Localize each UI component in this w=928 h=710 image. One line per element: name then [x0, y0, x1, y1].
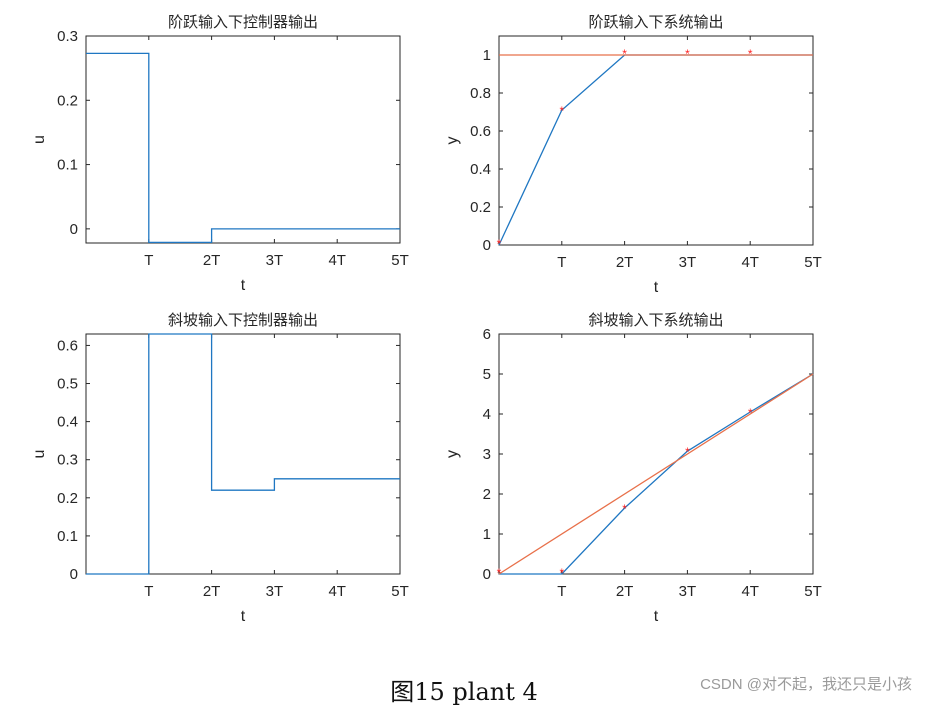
y-axis-label: u: [31, 135, 48, 144]
figure-caption: 图15 plant 4: [390, 678, 538, 706]
x-axis-label: t: [241, 277, 246, 294]
y-tick-label: 0.2: [470, 199, 491, 216]
x-axis-label: t: [241, 608, 246, 625]
y-tick-label: 0.3: [57, 28, 78, 45]
axes-frame: [498, 333, 814, 575]
x-tick-label: 5T: [391, 252, 409, 269]
y-tick-label: 0.2: [57, 490, 78, 507]
y-tick-label: 0: [70, 221, 78, 238]
series-line-blue: [86, 52, 400, 244]
x-tick-label: 4T: [741, 254, 759, 271]
x-tick-label: 3T: [679, 583, 697, 600]
plot-step-system-output: 阶跃输入下系统输出 T 2T 3T 4T 5T 0 0.2 0.4 0.6 0.8 1 t y * * * * *: [444, 13, 822, 296]
y-tick-label: 0.3: [57, 452, 78, 469]
x-tick-label: 2T: [203, 252, 221, 269]
y-tick-label: 5: [483, 366, 491, 383]
series-line-orange: [498, 373, 814, 575]
data-point-marker: *: [685, 47, 690, 61]
y-tick-label: 0: [483, 566, 491, 583]
data-point-marker: *: [685, 445, 690, 459]
chart-title: 斜坡输入下系统输出: [588, 311, 723, 329]
x-tick-label: 3T: [266, 252, 284, 269]
x-tick-label: 5T: [804, 583, 822, 600]
y-tick-label: 6: [483, 326, 491, 343]
x-axis-label: t: [654, 608, 659, 625]
y-tick-label: 0.8: [470, 85, 491, 102]
x-tick-label: T: [144, 252, 153, 269]
axes-frame: [498, 35, 814, 246]
y-tick-label: 0.5: [57, 376, 78, 393]
x-axis-label: t: [654, 279, 659, 296]
x-tick-label: 2T: [616, 254, 634, 271]
series-line-blue: [86, 333, 400, 575]
y-tick-label: 0.2: [57, 92, 78, 109]
y-tick-label: 0.4: [57, 414, 78, 431]
data-point-marker: *: [497, 237, 502, 251]
plot-step-controller-output: 阶跃输入下控制器输出 T 2T 3T 4T 5T 0 0.1 0.2 0.3 t u: [31, 13, 409, 294]
x-tick-label: 3T: [679, 254, 697, 271]
x-tick-label: 4T: [741, 583, 759, 600]
y-tick-label: 2: [483, 486, 491, 503]
y-tick-label: 0.6: [57, 337, 78, 354]
x-tick-label: 4T: [328, 252, 346, 269]
chart-title: 斜坡输入下控制器输出: [168, 311, 318, 329]
y-tick-label: 0: [70, 566, 78, 583]
y-tick-label: 1: [483, 47, 491, 64]
x-tick-label: T: [144, 583, 153, 600]
axes-frame: [85, 333, 401, 575]
y-tick-label: 0.4: [470, 161, 491, 178]
y-tick-label: 0.6: [470, 123, 491, 140]
data-point-marker: *: [622, 502, 627, 516]
x-tick-label: 4T: [328, 583, 346, 600]
watermark-text: CSDN @对不起，我还只是小孩: [700, 676, 912, 693]
y-axis-label: y: [444, 450, 461, 458]
y-tick-label: 3: [483, 446, 491, 463]
data-point-marker: *: [559, 104, 564, 118]
y-axis-label: y: [444, 137, 461, 145]
data-point-marker: *: [748, 47, 753, 61]
x-tick-label: T: [557, 583, 566, 600]
data-point-marker: *: [559, 566, 564, 580]
axes-frame: [85, 35, 401, 244]
plot-ramp-controller-output: 斜坡输入下控制器输出 T 2T 3T 4T 5T 0 0.1 0.2 0.3 0.4 0.5 0.6 t u: [31, 311, 409, 625]
y-tick-label: 0.1: [57, 528, 78, 545]
x-tick-label: 2T: [203, 583, 221, 600]
data-point-marker: *: [748, 406, 753, 420]
x-tick-label: 2T: [616, 583, 634, 600]
series-line-blue: [499, 373, 814, 575]
chart-title: 阶跃输入下控制器输出: [168, 13, 318, 31]
x-tick-label: 5T: [804, 254, 822, 271]
y-tick-label: 0.1: [57, 157, 78, 174]
y-tick-label: 1: [483, 526, 491, 543]
y-tick-label: 4: [483, 406, 491, 423]
y-tick-label: 0: [483, 237, 491, 254]
plot-ramp-system-output: 斜坡输入下系统输出 T 2T 3T 4T 5T 0 1 2 3 4 5 6 t y * * * * *: [444, 311, 822, 625]
data-point-marker: *: [497, 566, 502, 580]
x-tick-label: T: [557, 254, 566, 271]
x-tick-label: 3T: [266, 583, 284, 600]
x-tick-label: 5T: [391, 583, 409, 600]
y-axis-label: u: [31, 450, 48, 459]
chart-title: 阶跃输入下系统输出: [588, 13, 723, 31]
data-point-marker: *: [622, 47, 627, 61]
